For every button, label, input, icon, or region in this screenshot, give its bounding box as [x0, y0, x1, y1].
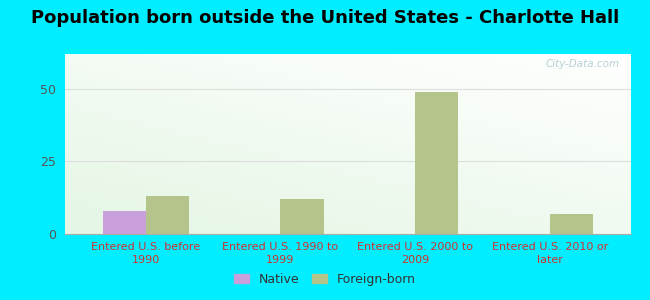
Text: City-Data.com: City-Data.com: [545, 59, 619, 69]
Text: Population born outside the United States - Charlotte Hall: Population born outside the United State…: [31, 9, 619, 27]
Legend: Native, Foreign-born: Native, Foreign-born: [229, 268, 421, 291]
Bar: [550, 214, 593, 234]
Bar: [146, 196, 189, 234]
Bar: [103, 211, 146, 234]
Bar: [280, 199, 324, 234]
Bar: [415, 92, 458, 234]
